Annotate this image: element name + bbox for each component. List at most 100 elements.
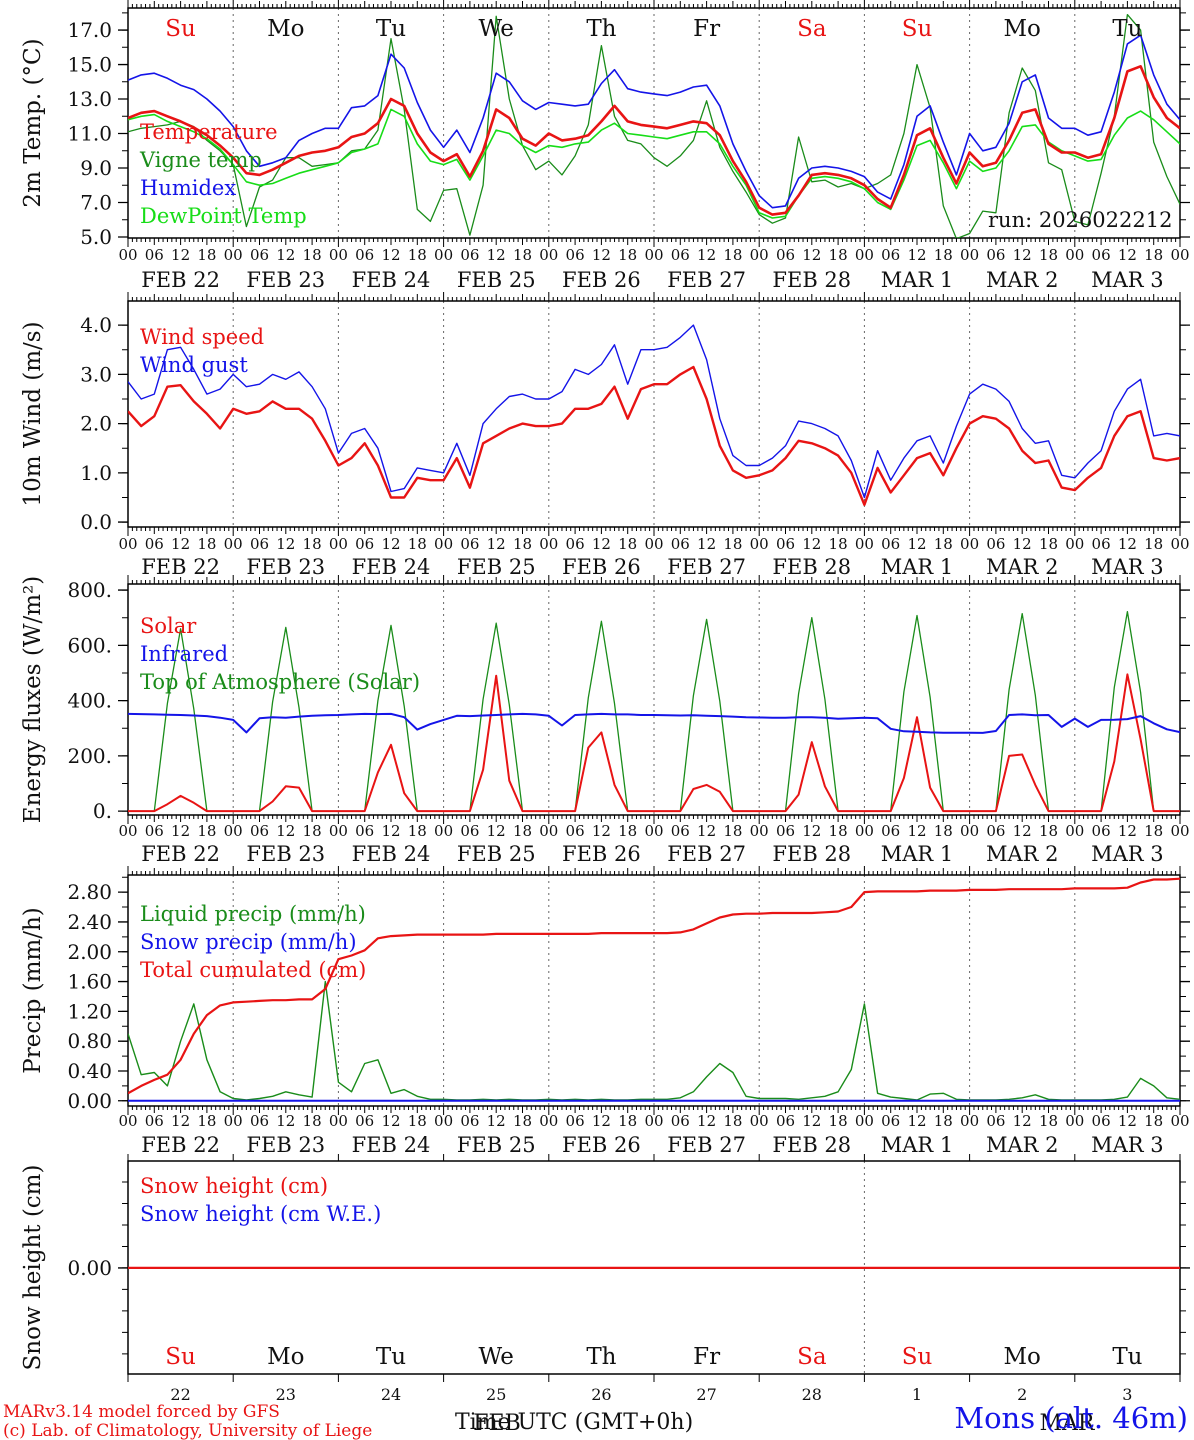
y-axis-title: Precip (mm/h) [20, 907, 46, 1073]
hour-label: 00 [855, 246, 874, 264]
day-name-label: We [479, 1344, 514, 1370]
date-label: FEB 27 [667, 268, 746, 292]
panel-1: 5.0 7.0 9.0 11.0 13.0 15.0 17.0 Temperature Vign… [20, 0, 1190, 292]
day-name-label: Mo [267, 16, 304, 42]
legend-solar: Solar [140, 614, 197, 638]
hour-label: 00 [539, 1112, 558, 1130]
panel-5: 0.00 Snow height (cm) Snow height (cm W.E.… [20, 1154, 1190, 1382]
ytick-label: 0.00 [67, 1089, 112, 1113]
hour-label: 18 [408, 1112, 427, 1130]
y-axis-title: 2m Temp. (°C) [20, 38, 46, 207]
ytick-label: 15.0 [67, 53, 112, 77]
date-label: FEB 24 [352, 555, 431, 579]
date-label: FEB 25 [457, 842, 536, 866]
day-name-label: We [479, 16, 514, 42]
hour-label: 06 [776, 1112, 795, 1130]
hour-label: 06 [355, 246, 374, 264]
lab-credit-line: (c) Lab. of Climatology, University of L… [3, 1421, 373, 1440]
ytick-label: 1.0 [80, 461, 112, 485]
hour-label: 12 [487, 246, 506, 264]
ytick-label: 1.60 [67, 970, 112, 994]
date-label: FEB 24 [352, 1133, 431, 1157]
hour-label: 18 [1144, 246, 1163, 264]
hour-label: 00 [434, 822, 453, 840]
series-liquid-precip [128, 980, 1180, 1101]
date-label: FEB 26 [562, 842, 641, 866]
hour-label: 12 [171, 1112, 190, 1130]
hour-label: 18 [723, 535, 742, 553]
day-name-label: Sa [797, 16, 827, 42]
legend-top-of-atmosphere-solar-: Top of Atmosphere (Solar) [140, 670, 420, 694]
day-number-label: 24 [381, 1385, 401, 1404]
ytick-label: 17.0 [67, 18, 112, 42]
legend-snow-height-cm-w-e-: Snow height (cm W.E.) [140, 1202, 381, 1226]
hour-label: 00 [329, 822, 348, 840]
hour-label: 18 [829, 1112, 848, 1130]
date-label: FEB 27 [667, 842, 746, 866]
hour-label: 00 [224, 535, 243, 553]
hour-label: 12 [381, 1112, 400, 1130]
day-name-label: Su [165, 1344, 196, 1370]
hour-label: 06 [145, 246, 164, 264]
hour-label: 12 [907, 246, 926, 264]
hour-label: 12 [1118, 822, 1137, 840]
series-wind-gust [128, 324, 1180, 499]
hour-label: 12 [171, 822, 190, 840]
hour-label: 12 [907, 535, 926, 553]
day-name-label: Tu [1112, 16, 1142, 42]
date-label: MAR 1 [881, 555, 954, 579]
hour-label: 18 [303, 822, 322, 840]
hour-label: 06 [145, 822, 164, 840]
hour-label: 12 [802, 246, 821, 264]
hour-label: 18 [1144, 535, 1163, 553]
hour-label: 00 [644, 1112, 663, 1130]
date-label: FEB 26 [562, 555, 641, 579]
hour-label: 06 [566, 822, 585, 840]
series-temperature [128, 65, 1180, 216]
date-label: MAR 1 [881, 842, 954, 866]
hour-label: 00 [224, 822, 243, 840]
hour-label: 00 [118, 535, 137, 553]
hour-label: 00 [1170, 1112, 1189, 1130]
date-label: FEB 23 [246, 268, 325, 292]
hour-label: 12 [487, 1112, 506, 1130]
hour-label: 12 [381, 246, 400, 264]
legend-snow-precip-mm-h-: Snow precip (mm/h) [140, 930, 357, 954]
hour-label: 18 [618, 535, 637, 553]
hour-label: 06 [881, 1112, 900, 1130]
date-label: FEB 24 [352, 268, 431, 292]
hour-label: 06 [460, 246, 479, 264]
hour-label: 06 [250, 822, 269, 840]
hour-label: 12 [276, 535, 295, 553]
day-name-label: Su [902, 1344, 933, 1370]
hour-label: 00 [855, 1112, 874, 1130]
panel-3: 0. 200. 400. 600. 800. Solar Infrared Top of At… [20, 575, 1190, 866]
hour-label: 06 [355, 1112, 374, 1130]
legend-vigne-temp: Vigne temp [139, 148, 262, 172]
hour-label: 00 [960, 246, 979, 264]
ytick-label: 3.0 [80, 362, 112, 386]
date-label: FEB 27 [667, 1133, 746, 1157]
date-label: FEB 22 [141, 842, 220, 866]
hour-label: 18 [303, 535, 322, 553]
ytick-label: 13.0 [67, 87, 112, 111]
hour-label: 12 [1118, 535, 1137, 553]
hour-label: 12 [592, 1112, 611, 1130]
hour-label: 12 [381, 822, 400, 840]
hour-label: 06 [986, 822, 1005, 840]
day-name-label: Su [902, 16, 933, 42]
hour-label: 18 [934, 535, 953, 553]
hour-label: 06 [881, 822, 900, 840]
hour-label: 18 [513, 535, 532, 553]
hour-label: 00 [118, 1112, 137, 1130]
ytick-label: 7.0 [80, 190, 112, 214]
model-credit-line: MARv3.14 model forced by GFS [3, 1402, 280, 1422]
hour-label: 00 [1065, 246, 1084, 264]
hour-label: 18 [1039, 822, 1058, 840]
model-run-label: run: 2026022212 [988, 208, 1173, 232]
date-label: MAR 3 [1091, 268, 1164, 292]
ytick-label: 0.0 [80, 510, 112, 534]
hour-label: 12 [276, 246, 295, 264]
day-number-label: 27 [696, 1385, 716, 1404]
